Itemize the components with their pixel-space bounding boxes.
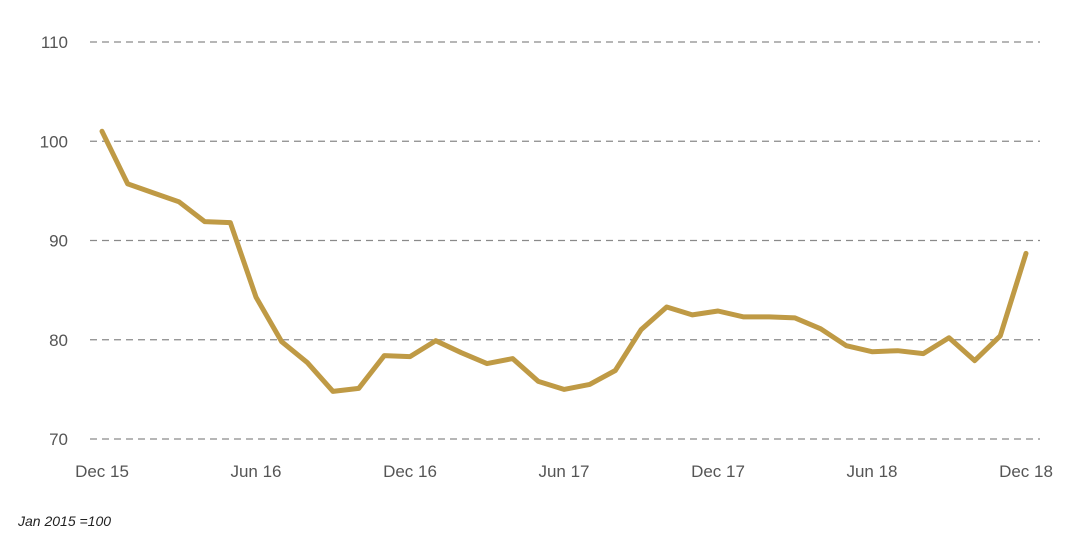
y-axis-tick-labels: 70 80 90 100 110 xyxy=(40,33,68,449)
series-lines xyxy=(99,128,1029,394)
y-tick-label-70: 70 xyxy=(49,430,68,449)
series-line-0 xyxy=(99,128,1029,394)
x-tick-label-jun-18: Jun 18 xyxy=(846,462,897,481)
y-tick-label-100: 100 xyxy=(40,132,68,151)
x-tick-label-dec-17: Dec 17 xyxy=(691,462,745,481)
y-tick-label-80: 80 xyxy=(49,331,68,350)
y-tick-label-90: 90 xyxy=(49,232,68,251)
x-tick-label-jun-16: Jun 16 xyxy=(230,462,281,481)
x-tick-label-dec-15: Dec 15 xyxy=(75,462,129,481)
x-axis-tick-labels: Dec 15 Jun 16 Dec 16 Jun 17 Dec 17 Jun 18 Dec … xyxy=(75,462,1053,481)
x-tick-label-jun-17: Jun 17 xyxy=(538,462,589,481)
y-tick-label-110: 110 xyxy=(41,33,68,52)
gridlines xyxy=(90,41,1040,440)
footnote: Jan 2015 =100 xyxy=(18,513,112,529)
x-tick-label-dec-16: Dec 16 xyxy=(383,462,437,481)
x-tick-label-dec-18: Dec 18 xyxy=(999,462,1053,481)
